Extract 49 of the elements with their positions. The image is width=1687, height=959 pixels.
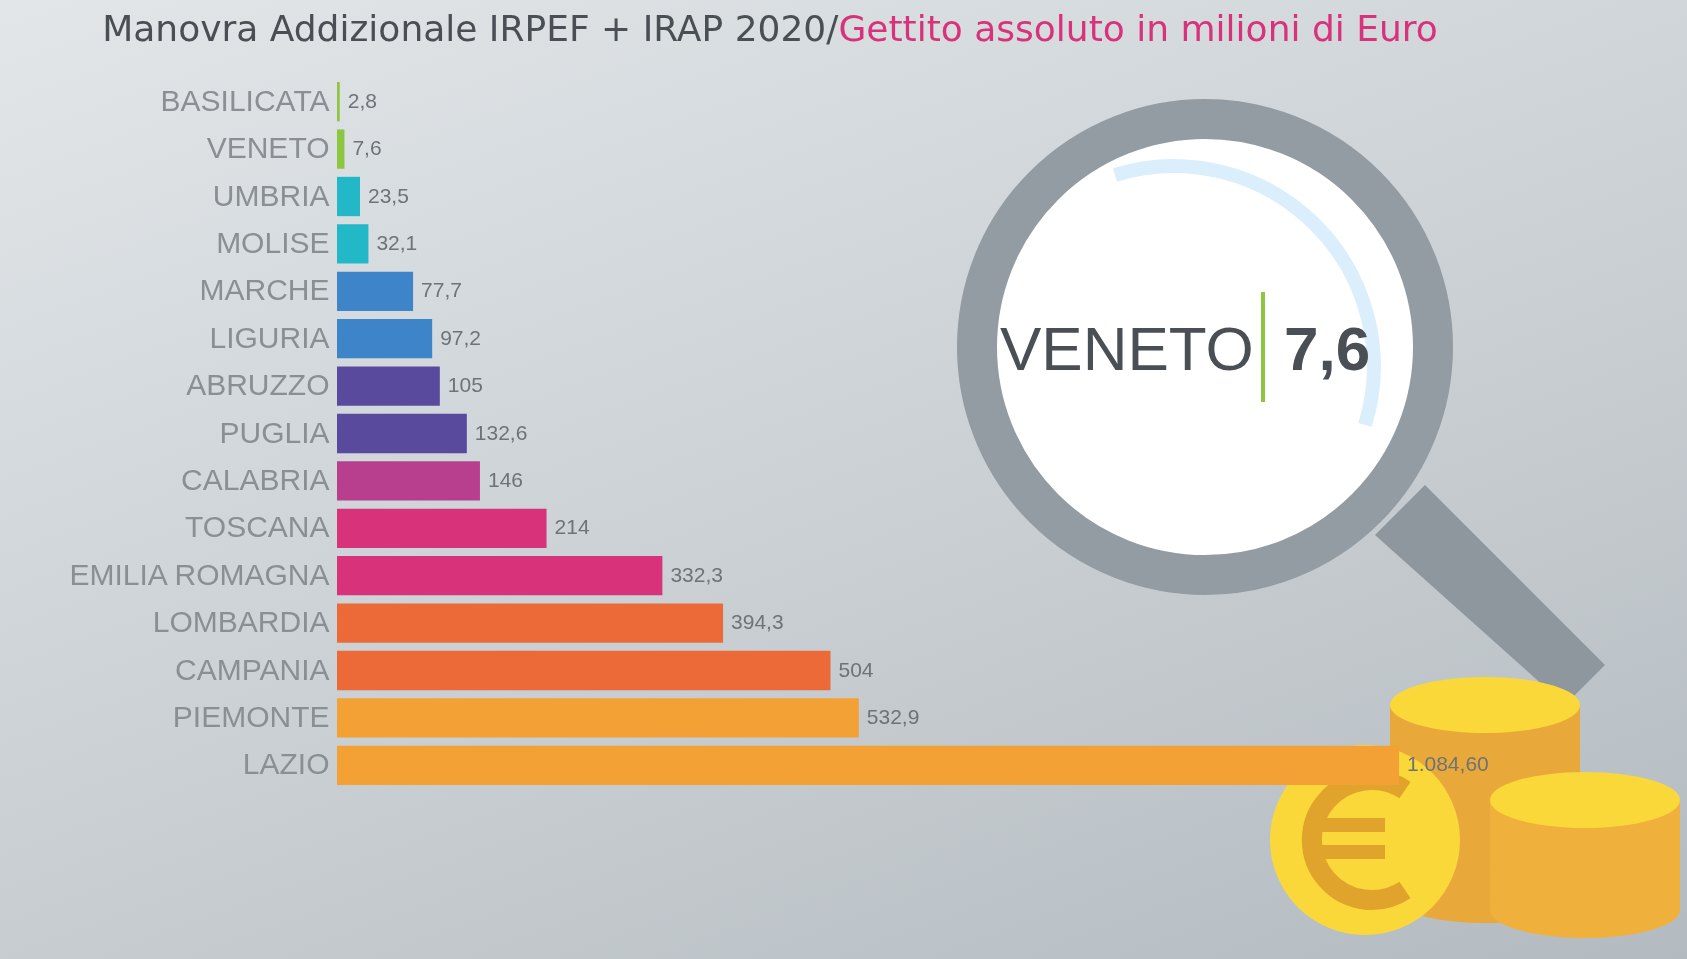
- y-tick-label: MARCHE: [199, 273, 330, 307]
- bar: [337, 508, 547, 548]
- chart-subtitle: Gettito assoluto in milioni di Euro: [838, 8, 1438, 49]
- bar: [337, 413, 467, 454]
- data-label: 132,6: [474, 420, 528, 444]
- data-label: 146: [487, 467, 523, 491]
- bar: [337, 176, 361, 217]
- y-tick-label: PUGLIA: [219, 415, 330, 449]
- bar: [337, 556, 663, 596]
- bar: [337, 129, 345, 169]
- data-label: 214: [554, 515, 590, 539]
- y-tick-label: VENETO: [206, 131, 330, 165]
- data-label: 1.084,60: [1407, 752, 1489, 776]
- bar: [337, 650, 831, 691]
- data-label: 97,2: [440, 325, 482, 349]
- data-label: 332,3: [670, 562, 723, 586]
- bar: [337, 698, 859, 738]
- annotation: 7,6: [1284, 314, 1371, 383]
- data-label: 105: [447, 373, 483, 397]
- y-tick-label: LAZIO: [242, 747, 330, 781]
- bar: [337, 271, 414, 311]
- y-tick-label: CALABRIA: [181, 462, 330, 496]
- y-tick-label: LIGURIA: [209, 320, 330, 354]
- y-tick-label: CAMPANIA: [175, 652, 330, 686]
- data-label: 77,7: [421, 278, 462, 302]
- data-label: 2,8: [347, 88, 377, 112]
- data-label: 23,5: [368, 183, 409, 207]
- bar: [337, 319, 433, 359]
- data-label: 504: [838, 657, 874, 681]
- y-tick-label: EMILIA ROMAGNA: [69, 557, 330, 591]
- data-label: 7,6: [352, 136, 382, 160]
- bar: [337, 461, 480, 501]
- y-tick-label: MOLISE: [216, 225, 330, 259]
- bar: [337, 603, 724, 643]
- chart-title: Manovra Addizionale IRPEF + IRAP 2020/: [102, 8, 839, 49]
- annotation: VENETO: [1000, 314, 1254, 383]
- y-tick-label: UMBRIA: [212, 178, 330, 212]
- bar: [337, 366, 440, 406]
- y-tick-label: TOSCANA: [185, 510, 330, 544]
- data-label: 532,9: [866, 704, 920, 728]
- y-tick-label: ABRUZZO: [186, 368, 330, 402]
- y-tick-label: PIEMONTE: [172, 699, 330, 733]
- data-label: 394,3: [731, 610, 784, 634]
- y-tick-label: BASILICATA: [160, 83, 330, 117]
- y-tick-label: LOMBARDIA: [152, 605, 330, 639]
- bar: [337, 82, 340, 122]
- data-label: 32,1: [376, 230, 418, 254]
- bar: [337, 224, 369, 264]
- bar: [337, 745, 1399, 785]
